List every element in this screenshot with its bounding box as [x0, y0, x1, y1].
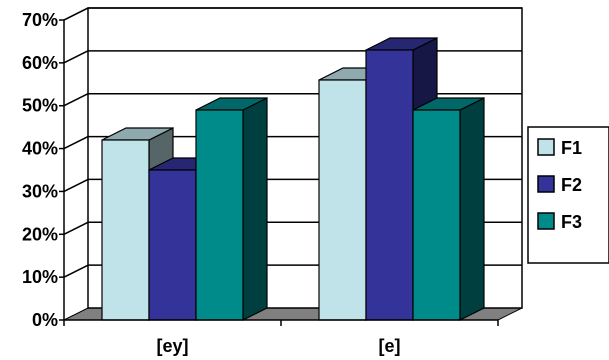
y-tick-label: 30%: [22, 181, 58, 201]
y-tick-label: 10%: [22, 267, 58, 287]
gridline-side: [63, 221, 89, 235]
gridline-side: [63, 178, 89, 193]
x-axis: [63, 319, 499, 326]
y-tick-label: 70%: [22, 10, 58, 30]
y-tick-label: 60%: [22, 53, 58, 73]
gridline-side: [63, 264, 89, 278]
y-tick-label: 20%: [22, 224, 58, 244]
y-tick-label: 40%: [22, 139, 58, 159]
y-axis: [59, 7, 89, 321]
gridline-side: [63, 93, 89, 107]
category-labels: [ey] [e]: [156, 336, 400, 356]
legend-label: F1: [561, 138, 582, 158]
y-tick-label: 0%: [32, 310, 58, 330]
legend-swatch: [537, 138, 555, 156]
gridline-side: [63, 50, 89, 64]
legend-swatch: [537, 175, 555, 193]
category-label: [e]: [379, 336, 401, 356]
legend-item-F2: F2: [537, 175, 582, 195]
gridline-side: [63, 135, 89, 150]
bar-F3-1: [412, 97, 485, 321]
legend-label: F3: [561, 212, 582, 232]
category-label: [ey]: [156, 336, 188, 356]
y-tick-labels: 0% 10% 20% 30% 40% 50% 60% 70%: [22, 10, 58, 330]
legend-label: F2: [561, 175, 582, 195]
wall-top-edge: [63, 7, 89, 21]
y-tick-label: 50%: [22, 96, 58, 116]
legend: F1 F2 F3: [527, 126, 609, 264]
bars: [101, 37, 485, 321]
legend-item-F3: F3: [537, 212, 582, 232]
legend-swatch: [537, 212, 555, 230]
legend-item-F1: F1: [537, 138, 582, 158]
bar-F3-0: [195, 97, 268, 321]
